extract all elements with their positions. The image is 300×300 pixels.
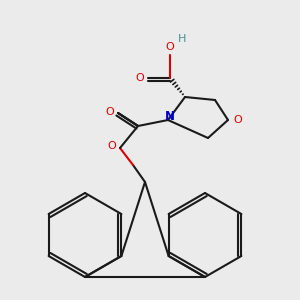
Text: O: O [106,107,114,117]
Text: O: O [108,141,116,151]
Text: O: O [234,115,242,125]
Text: H: H [178,34,186,44]
Text: O: O [166,42,174,52]
Text: O: O [136,73,144,83]
Text: N: N [165,110,175,122]
